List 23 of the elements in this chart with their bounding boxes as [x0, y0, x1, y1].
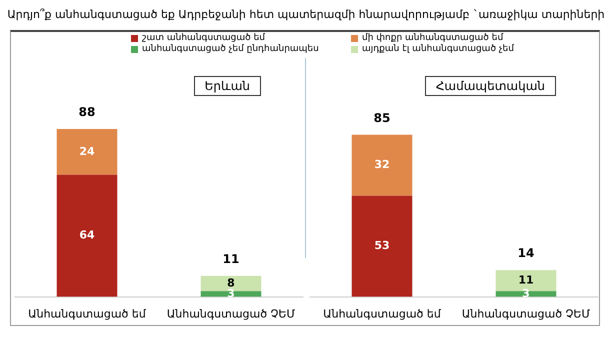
total-label: 14 [518, 246, 534, 260]
legend-label: այդքան էլ անհանգստացած չեմ [362, 44, 514, 55]
chart-title: Արդյո՞ք անհանգստացած եք Ադրբեջանի հետ պատերազմի հնարավորությամբ `առաջիկա տարիների [6, 8, 606, 23]
legend-label: անհանգստացած չեմ ընդհանրապես [142, 44, 319, 55]
total-label: 88 [78, 105, 96, 120]
data-label: 11 [518, 273, 534, 286]
data-label: 53 [374, 239, 390, 252]
x-tick-label: Անհանգստացած եմ [323, 307, 442, 320]
total-label: 11 [222, 252, 240, 266]
legend-label: մի փոքր անհանգստացած եմ [362, 33, 504, 44]
data-label: 8 [227, 276, 235, 290]
x-tick-label: Անհանգստացած եմ [28, 307, 147, 320]
data-label: 24 [79, 144, 95, 158]
data-label: 32 [374, 158, 390, 172]
x-tick-label: Անհանգստացած ՉԵՄ [166, 307, 296, 320]
text: Երևան [194, 76, 261, 96]
total-label: 85 [374, 110, 390, 125]
data-label: 3 [227, 286, 235, 300]
text: Համապետական [424, 76, 556, 96]
data-label: 64 [79, 228, 95, 242]
data-label: 3 [522, 286, 530, 300]
legend-label: շատ անհանգստացած եմ [142, 33, 266, 44]
x-tick-label: Անհանգստացած ՉԵՄ [462, 307, 590, 320]
